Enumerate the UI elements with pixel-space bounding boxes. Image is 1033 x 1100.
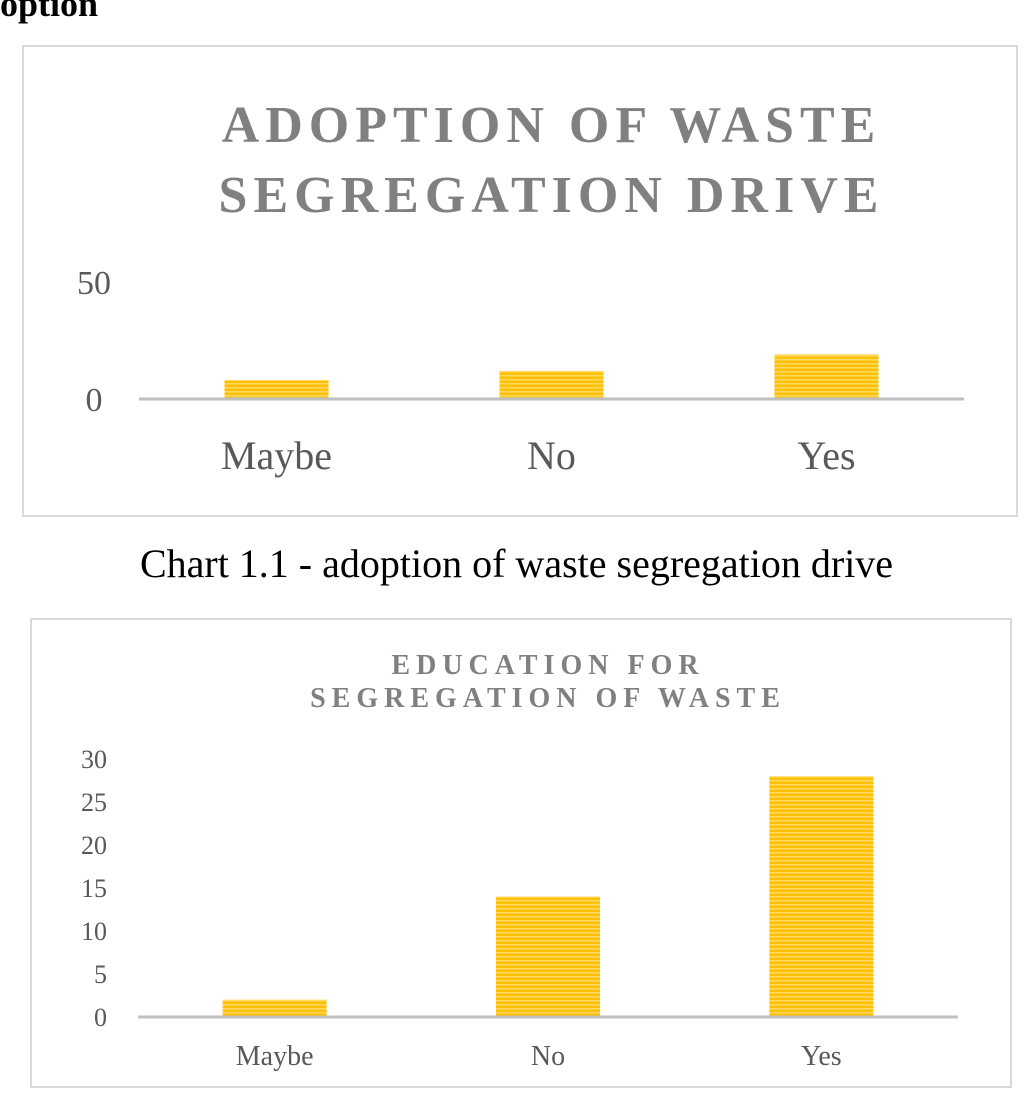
bar-yes	[774, 354, 879, 399]
chart-education-for-segregation: EDUCATION FOR SEGREGATION OF WASTE 0 5 10 15 2…	[30, 618, 1012, 1088]
bar-maybe	[224, 380, 329, 399]
category-label: Maybe	[221, 433, 332, 478]
y-tick-label: 50	[77, 265, 111, 302]
y-tick-label: 15	[81, 874, 107, 903]
y-tick-label: 10	[81, 917, 107, 946]
y-tick-label: 0	[86, 382, 103, 419]
category-label: Yes	[797, 433, 855, 478]
bar-maybe	[222, 999, 327, 1017]
chart-title-line: SEGREGATION DRIVE	[219, 167, 885, 224]
section-heading: option	[0, 0, 99, 24]
bar-no	[499, 370, 604, 399]
bar-no	[496, 896, 600, 1017]
chart-1-caption: Chart 1.1 - adoption of waste segregatio…	[139, 541, 894, 586]
category-label: No	[531, 1041, 565, 1072]
y-tick-label: 0	[94, 1003, 107, 1032]
category-label: No	[527, 433, 576, 478]
y-tick-label: 20	[81, 831, 107, 860]
y-tick-label: 30	[81, 745, 107, 774]
chart-title-line: ADOPTION OF WASTE	[222, 97, 882, 154]
y-tick-label: 5	[94, 960, 107, 989]
category-label: Yes	[801, 1041, 842, 1072]
bar-yes	[769, 776, 874, 1017]
chart-title-line: SEGREGATION OF WASTE	[310, 683, 786, 714]
chart-adoption-of-waste-segregation: ADOPTION OF WASTE SEGREGATION DRIVE 0 50 May…	[22, 45, 1018, 517]
chart-title-line: EDUCATION FOR	[391, 650, 704, 681]
category-label: Maybe	[236, 1041, 314, 1072]
y-tick-label: 25	[81, 788, 107, 817]
chart-1-svg: ADOPTION OF WASTE SEGREGATION DRIVE 0 50 May…	[77, 97, 964, 478]
